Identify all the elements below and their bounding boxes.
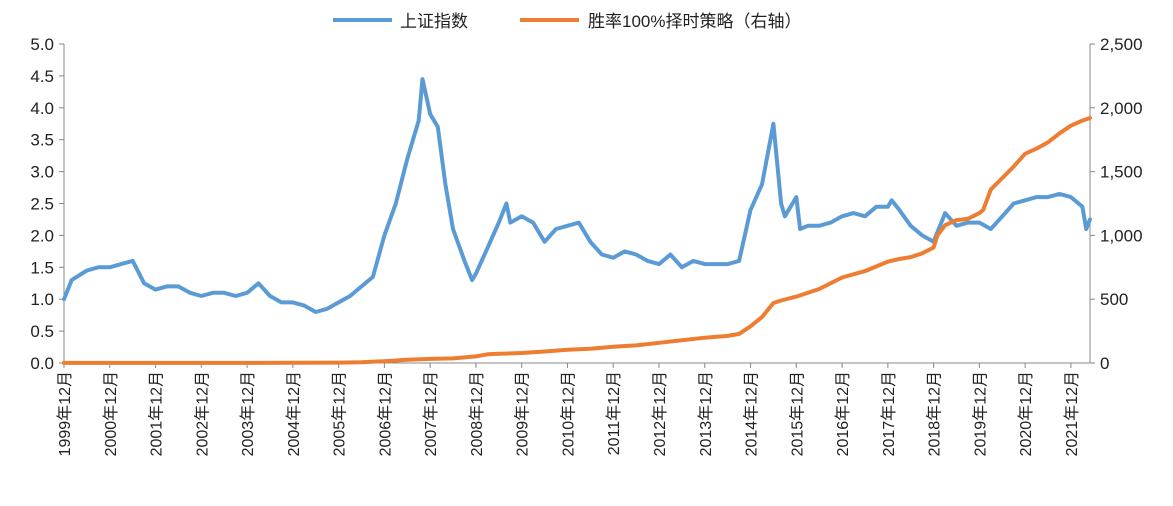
- series-line-strategy: [62, 116, 1092, 365]
- x-tick-label: 2000年12月: [102, 371, 120, 456]
- legend-label-strategy: 胜率100%择时策略（右轴）: [588, 12, 801, 31]
- right-tick-label: 2,000: [1100, 99, 1143, 118]
- x-tick-label: 1999年12月: [56, 371, 74, 456]
- series-line-index: [62, 77, 1092, 314]
- left-tick-label: 4.0: [30, 99, 54, 118]
- x-tick-label: 2002年12月: [193, 371, 211, 456]
- left-tick-label: 1.5: [30, 258, 54, 277]
- legend-label-index: 上证指数: [400, 12, 468, 31]
- x-tick-label: 2010年12月: [559, 371, 577, 456]
- left-tick-label: 2.0: [30, 226, 54, 245]
- x-tick-label: 2021年12月: [1063, 371, 1081, 456]
- x-tick-label: 2006年12月: [376, 371, 394, 456]
- x-tick-label: 2017年12月: [880, 371, 898, 456]
- left-tick-label: 2.5: [30, 195, 54, 214]
- series-layer: [62, 77, 1092, 365]
- right-tick-label: 2,500: [1100, 35, 1143, 54]
- x-tick-label: 2009年12月: [514, 371, 532, 456]
- left-tick-label: 4.5: [30, 67, 54, 86]
- x-tick-label: 2007年12月: [422, 371, 440, 456]
- x-tick-label: 2003年12月: [239, 371, 257, 456]
- legend: 上证指数 胜率100%择时策略（右轴）: [333, 12, 801, 31]
- left-tick-label: 3.5: [30, 131, 54, 150]
- x-tick-label: 2004年12月: [285, 371, 303, 456]
- x-tick-label: 2011年12月: [605, 371, 623, 455]
- axes: 0.0 0.5 1.0 1.5 2.0 2.5 3.0 3.5 4.0 4.5 5.0 0 500 1,0…: [30, 35, 1142, 456]
- left-tick-label: 3.0: [30, 163, 54, 182]
- left-tick-label: 0.0: [30, 354, 54, 373]
- x-tick-label: 2008年12月: [468, 371, 486, 456]
- right-tick-label: 1,500: [1100, 163, 1143, 182]
- right-tick-label: 1,000: [1100, 226, 1143, 245]
- x-tick-label: 2020年12月: [1017, 371, 1035, 456]
- x-tick-label: 2015年12月: [788, 371, 806, 456]
- x-tick-label: 2005年12月: [331, 371, 349, 456]
- x-tick-label: 2014年12月: [743, 371, 761, 456]
- x-tick-label: 2019年12月: [971, 371, 989, 456]
- left-tick-label: 1.0: [30, 290, 54, 309]
- x-tick-label: 2013年12月: [697, 371, 715, 456]
- left-tick-label: 0.5: [30, 322, 54, 341]
- x-tick-label: 2012年12月: [651, 371, 669, 456]
- right-tick-label: 500: [1100, 290, 1128, 309]
- right-tick-label: 0: [1100, 354, 1109, 373]
- x-tick-label: 2001年12月: [148, 371, 166, 456]
- x-tick-label: 2016年12月: [834, 371, 852, 456]
- left-tick-label: 5.0: [30, 35, 54, 54]
- x-tick-label: 2018年12月: [926, 371, 944, 456]
